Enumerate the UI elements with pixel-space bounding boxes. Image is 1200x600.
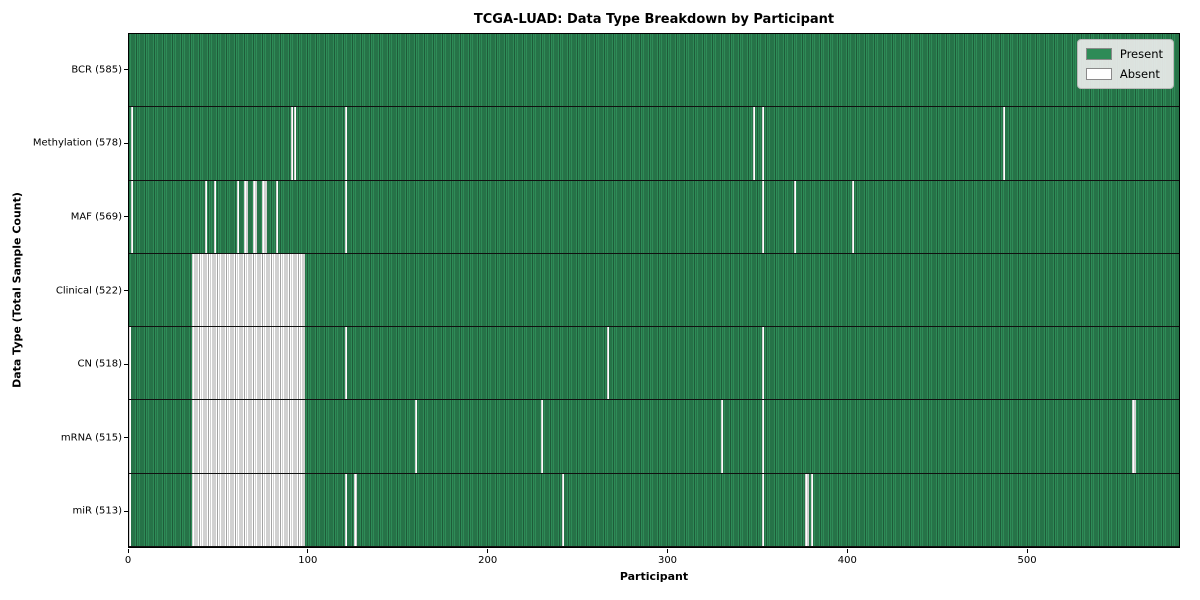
absent-segment (344, 473, 347, 546)
absent-segment (851, 180, 854, 253)
absent-segment (262, 180, 268, 253)
absent-segment (130, 180, 133, 253)
y-tick-label-bcr: BCR (585) (71, 64, 122, 76)
heatmap-row-clinical (129, 253, 1179, 328)
y-tick-label-cn: CN (518) (77, 358, 122, 370)
y-tick-label-mrna: mRNA (515) (60, 432, 122, 444)
x-tick-mark (1026, 549, 1028, 553)
absent-segment (276, 180, 279, 253)
y-tick-label-clinical: Clinical (522) (55, 285, 122, 296)
absent-segment (762, 180, 764, 253)
chart-title: TCGA-LUAD: Data Type Breakdown by Partic… (473, 12, 835, 27)
x-tick-mark (307, 549, 309, 553)
y-tick-mark (124, 363, 128, 365)
y-tick-mark (124, 69, 128, 71)
legend: Present Absent (1076, 39, 1174, 89)
absent-segment (1132, 400, 1137, 473)
legend-item-present: Present (1085, 47, 1163, 61)
x-axis-title: Participant (619, 570, 689, 583)
legend-item-absent: Absent (1085, 67, 1163, 81)
absent-segment (129, 400, 131, 473)
x-tick-label-0: 0 (124, 555, 132, 566)
absent-segment (1002, 107, 1005, 180)
absent-segment (191, 327, 306, 400)
y-axis-title: Data Type (Total Sample Count) (10, 192, 24, 388)
legend-label-present: Present (1119, 47, 1163, 61)
heatmap-row-mrna (129, 400, 1179, 474)
x-tick-mark (846, 549, 848, 553)
y-tick-label-mir: miR (513) (72, 505, 122, 517)
y-tick-mark (124, 290, 128, 291)
absent-segment (129, 327, 131, 400)
x-tick-label-100: 100 (298, 555, 318, 566)
absent-segment (753, 107, 755, 180)
absent-segment (130, 107, 133, 180)
absent-segment (294, 107, 297, 180)
absent-segment (236, 180, 239, 253)
absent-segment (191, 473, 306, 546)
absent-segment (191, 400, 306, 473)
absent-segment (762, 473, 764, 546)
y-tick-mark (124, 142, 128, 144)
absent-segment (353, 473, 358, 546)
absent-segment (540, 400, 543, 473)
absent-segment (253, 180, 257, 253)
absent-segment (607, 327, 610, 400)
absent-segment (762, 107, 764, 180)
y-tick-mark (124, 216, 128, 218)
heatmap-row-cn (129, 327, 1179, 401)
absent-segment (805, 473, 809, 546)
absent-segment (213, 180, 216, 253)
plot-area: Present Absent (128, 33, 1180, 548)
absent-segment (762, 400, 764, 473)
heatmap-row-bcr (129, 34, 1179, 108)
absent-segment (414, 400, 417, 473)
x-tick-mark (487, 549, 489, 553)
absent-segment (191, 253, 306, 327)
absent-segment (244, 180, 248, 253)
x-tick-mark (127, 549, 129, 553)
x-tick-label-500: 500 (1017, 555, 1037, 566)
legend-label-absent: Absent (1119, 67, 1160, 81)
absent-segment (794, 180, 797, 253)
absent-segment (344, 327, 347, 400)
absent-segment (762, 327, 764, 400)
absent-segment (810, 473, 813, 546)
absent-swatch-icon (1085, 68, 1112, 80)
absent-segment (344, 107, 347, 180)
y-tick-label-methylation: Methylation (578) (32, 137, 122, 149)
x-tick-label-200: 200 (478, 555, 498, 566)
x-tick-label-400: 400 (837, 555, 857, 566)
y-tick-label-maf: MAF (569) (70, 211, 122, 223)
x-tick-mark (667, 549, 668, 553)
heatmap-row-mir (129, 473, 1179, 547)
absent-segment (720, 400, 723, 473)
absent-segment (290, 107, 293, 180)
y-tick-mark (124, 437, 128, 439)
y-tick-mark (124, 510, 128, 512)
x-tick-label-300: 300 (657, 555, 678, 566)
absent-segment (562, 473, 565, 546)
absent-segment (204, 180, 207, 253)
absent-segment (344, 180, 347, 253)
present-swatch-icon (1085, 48, 1112, 60)
heatmap-row-maf (129, 180, 1179, 254)
absent-segment (129, 473, 131, 546)
heatmap-row-methylation (129, 107, 1179, 181)
